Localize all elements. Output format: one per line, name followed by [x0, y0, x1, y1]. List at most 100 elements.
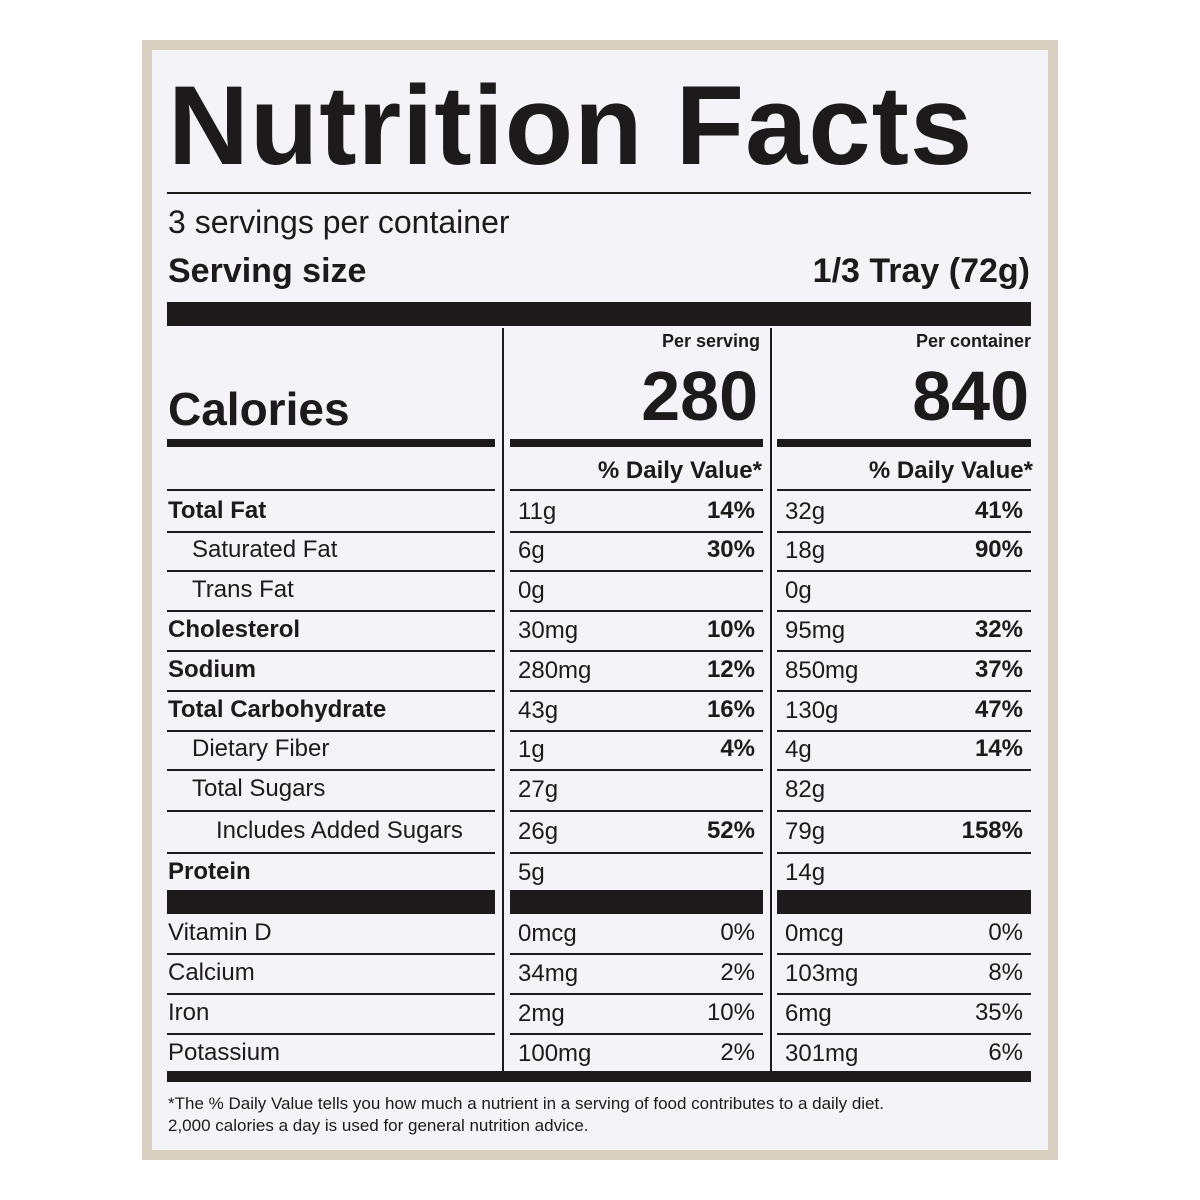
daily-value: 12% [706, 656, 755, 683]
daily-value: 52% [706, 817, 755, 844]
rule [167, 852, 495, 854]
footnote: *The % Daily Value tells you how much a … [168, 1093, 884, 1113]
daily-value: 35% [974, 999, 1023, 1026]
daily-value: 37% [974, 656, 1023, 683]
daily-value: 16% [706, 696, 755, 723]
amount: 301mg [785, 1040, 859, 1067]
amount: 6mg [785, 1000, 832, 1027]
amount: 26g [518, 818, 559, 845]
rule [167, 531, 495, 533]
rule [510, 610, 763, 612]
rule [510, 993, 763, 995]
per-serving-label: Per serving [661, 331, 760, 351]
nutrient-name: Total Carbohydrate [168, 696, 387, 723]
amount: 11g [518, 498, 557, 525]
daily-value: 10% [706, 616, 755, 643]
amount: 43g [518, 697, 559, 724]
rule [167, 610, 495, 612]
daily-value: 14% [706, 497, 755, 524]
amount: 0g [518, 577, 545, 604]
rule [510, 570, 763, 572]
rule [510, 650, 763, 652]
amount: 30mg [518, 617, 579, 644]
nutrient-name: Potassium [168, 1039, 281, 1066]
nutrient-name: Dietary Fiber [192, 735, 330, 762]
rule [167, 769, 495, 771]
footnote: 2,000 calories a day is used for general… [168, 1115, 589, 1135]
rule [167, 690, 495, 692]
amount: 2mg [518, 1000, 565, 1027]
thick-rule [167, 302, 1031, 326]
rule [510, 852, 763, 854]
rule [167, 953, 495, 955]
calories-per-serving: 280 [641, 357, 758, 435]
title: Nutrition Facts [168, 63, 974, 188]
daily-value: 0% [988, 919, 1023, 946]
rule [167, 650, 495, 652]
amount: 18g [785, 537, 826, 564]
amount: 1g [518, 736, 545, 763]
amount: 95mg [785, 617, 846, 644]
rule [167, 993, 495, 995]
amount: 34mg [518, 960, 579, 987]
nutrient-name: Cholesterol [168, 616, 301, 643]
rule [510, 1033, 763, 1035]
thick-rule [777, 890, 1031, 914]
amount: 0mcg [785, 920, 844, 947]
rule [777, 489, 1031, 491]
daily-value: 30% [706, 536, 755, 563]
rule [167, 1033, 495, 1035]
serving-size: 1/3 Tray (72g) [812, 252, 1030, 290]
daily-value: 14% [974, 735, 1023, 762]
thick-rule [167, 890, 495, 914]
amount: 130g [785, 697, 839, 724]
amount: 14g [785, 859, 826, 886]
column-divider [502, 328, 504, 1071]
nutrient-name: Saturated Fat [192, 536, 338, 563]
amount: 0mcg [518, 920, 577, 947]
amount: 32g [785, 498, 826, 525]
nutrient-name: Total Sugars [192, 775, 326, 802]
nutrition-label [152, 50, 1048, 1150]
amount: 79g [785, 818, 826, 845]
rule [510, 769, 763, 771]
amount: 100mg [518, 1040, 592, 1067]
calories-label: Calories [168, 383, 350, 435]
nutrient-name: Sodium [168, 656, 256, 683]
rule [510, 810, 763, 812]
rule [510, 489, 763, 491]
amount: 280mg [518, 657, 592, 684]
nutrient-name: Includes Added Sugars [216, 817, 463, 844]
thick-rule [777, 439, 1031, 447]
daily-value-heading: % Daily Value* [597, 457, 762, 484]
daily-value: 158% [961, 817, 1023, 844]
serving-size-label: Serving size [168, 252, 367, 290]
rule [167, 730, 495, 732]
amount: 103mg [785, 960, 859, 987]
daily-value: 47% [974, 696, 1023, 723]
thick-rule [167, 439, 495, 447]
daily-value: 6% [988, 1039, 1023, 1066]
daily-value: 2% [720, 959, 755, 986]
calories-per-container: 840 [912, 357, 1029, 435]
thick-rule [510, 439, 763, 447]
per-container-label: Per container [915, 331, 1031, 351]
thick-rule [167, 1071, 1031, 1082]
amount: 850mg [785, 657, 859, 684]
rule [777, 852, 1031, 854]
rule [777, 610, 1031, 612]
amount: 27g [518, 776, 559, 803]
rule [777, 650, 1031, 652]
daily-value-heading: % Daily Value* [868, 457, 1033, 484]
nutrient-name: Vitamin D [168, 919, 272, 946]
rule [167, 489, 495, 491]
rule [777, 730, 1031, 732]
rule [510, 953, 763, 955]
rule [167, 570, 495, 572]
rule [777, 531, 1031, 533]
servings-per-container: 3 servings per container [168, 204, 510, 240]
amount: 5g [518, 859, 545, 886]
daily-value: 90% [974, 536, 1023, 563]
daily-value: 8% [988, 959, 1023, 986]
daily-value: 2% [720, 1039, 755, 1066]
